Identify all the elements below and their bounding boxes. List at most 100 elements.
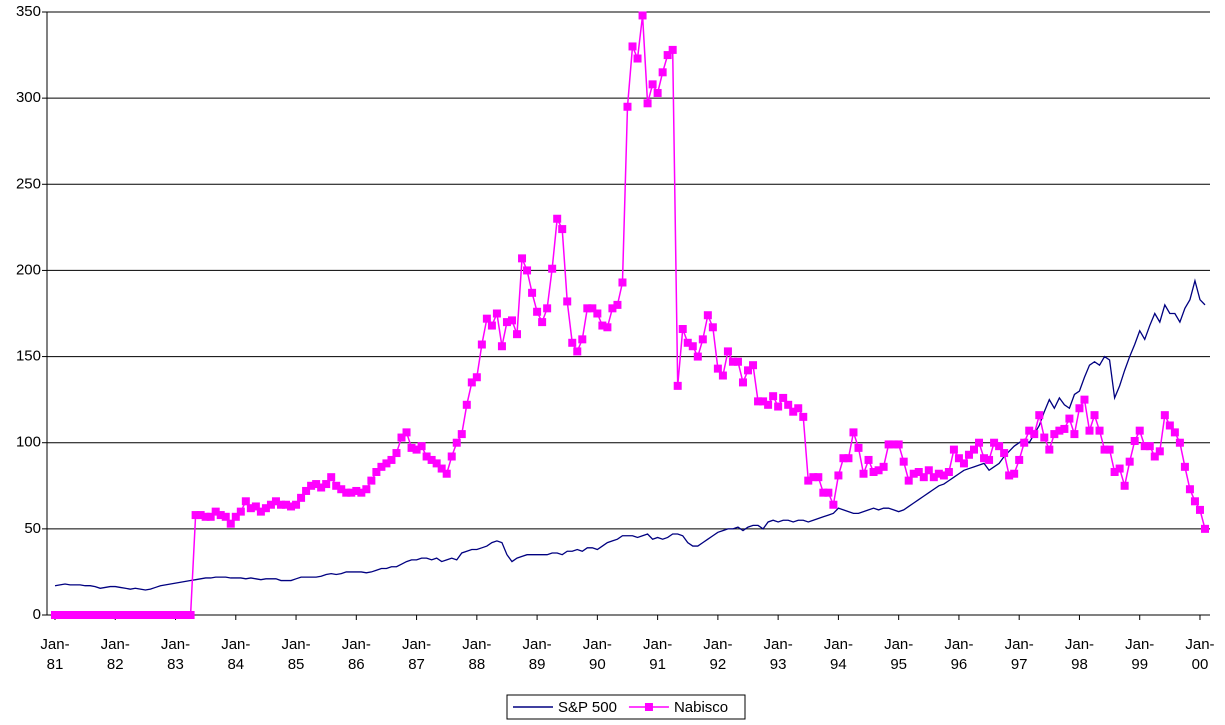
marker xyxy=(588,304,597,313)
marker xyxy=(703,311,712,320)
marker xyxy=(1125,457,1134,466)
marker xyxy=(573,347,582,356)
marker xyxy=(66,611,75,619)
marker xyxy=(1180,462,1189,471)
marker xyxy=(312,480,321,489)
marker xyxy=(1030,430,1039,439)
marker xyxy=(377,462,386,471)
marker xyxy=(889,440,898,449)
x-tick-label: Jan-90 xyxy=(582,636,612,673)
marker xyxy=(764,400,773,409)
marker xyxy=(623,102,632,111)
marker xyxy=(643,99,652,108)
marker xyxy=(467,378,476,387)
marker xyxy=(1085,426,1094,435)
marker xyxy=(437,464,446,473)
marker xyxy=(91,611,100,619)
marker xyxy=(146,611,155,619)
legend-label: S&P 500 xyxy=(558,699,617,716)
marker xyxy=(492,309,501,318)
x-tick-label: Jan-00 xyxy=(1185,636,1215,673)
x-tick-label: Jan-92 xyxy=(703,636,733,673)
marker xyxy=(1175,438,1184,447)
marker xyxy=(337,485,346,494)
marker xyxy=(422,452,431,461)
marker xyxy=(342,488,351,497)
marker xyxy=(603,323,612,332)
marker xyxy=(543,304,552,313)
marker xyxy=(1045,445,1054,454)
marker xyxy=(211,507,220,516)
marker xyxy=(688,342,697,351)
marker xyxy=(216,511,225,520)
marker xyxy=(613,300,622,309)
marker xyxy=(794,404,803,413)
marker xyxy=(221,512,230,521)
marker xyxy=(357,488,366,497)
marker xyxy=(462,400,471,409)
marker xyxy=(1040,433,1049,442)
marker xyxy=(432,459,441,468)
marker xyxy=(769,392,778,401)
marker xyxy=(1020,438,1029,447)
marker xyxy=(939,471,948,480)
marker xyxy=(372,468,381,477)
marker xyxy=(251,502,260,511)
series-line xyxy=(54,278,1206,591)
marker xyxy=(56,611,65,619)
marker xyxy=(934,469,943,478)
marker xyxy=(749,361,758,370)
marker xyxy=(412,445,421,454)
marker xyxy=(678,325,687,334)
marker xyxy=(954,454,963,463)
marker xyxy=(452,438,461,447)
marker xyxy=(111,611,120,619)
marker xyxy=(1135,426,1144,435)
marker xyxy=(528,288,537,297)
x-tick-label: Jan-99 xyxy=(1125,636,1155,673)
marker xyxy=(864,455,873,464)
x-tick-label: Jan-97 xyxy=(1004,636,1034,673)
marker xyxy=(61,611,70,619)
marker xyxy=(628,42,637,51)
marker xyxy=(799,412,808,421)
marker xyxy=(86,611,95,619)
marker xyxy=(698,335,707,344)
marker xyxy=(226,519,235,528)
marker xyxy=(1025,426,1034,435)
marker xyxy=(181,611,190,619)
marker xyxy=(578,335,587,344)
y-tick-label: 250 xyxy=(16,175,41,192)
marker xyxy=(924,466,933,475)
marker xyxy=(648,80,657,89)
marker xyxy=(859,469,868,478)
marker xyxy=(256,507,265,516)
x-tick-label: Jan-85 xyxy=(281,636,311,673)
marker xyxy=(1115,464,1124,473)
marker xyxy=(538,318,547,327)
marker xyxy=(392,449,401,458)
marker xyxy=(598,321,607,330)
marker xyxy=(804,476,813,485)
y-tick-label: 50 xyxy=(24,520,41,537)
marker xyxy=(568,338,577,347)
marker xyxy=(879,462,888,471)
marker xyxy=(482,314,491,323)
marker xyxy=(653,88,662,97)
marker xyxy=(322,480,331,489)
marker xyxy=(297,493,306,502)
marker xyxy=(402,428,411,437)
y-tick-label: 300 xyxy=(16,89,41,106)
x-tick-label: Jan-88 xyxy=(462,636,492,673)
marker xyxy=(980,454,989,463)
marker xyxy=(156,611,165,619)
marker xyxy=(261,504,270,513)
marker xyxy=(874,466,883,475)
marker xyxy=(1055,426,1064,435)
marker xyxy=(1095,426,1104,435)
y-tick-label: 350 xyxy=(16,3,41,20)
marker xyxy=(683,338,692,347)
marker xyxy=(292,500,301,509)
marker xyxy=(884,440,893,449)
